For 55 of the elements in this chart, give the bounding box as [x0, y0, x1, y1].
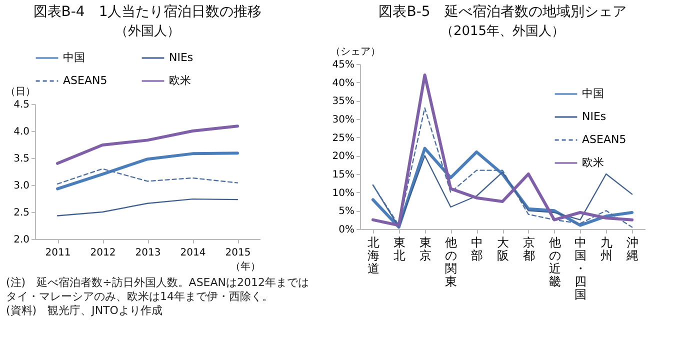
text: (資料) 観光庁、JNTOより作成	[5, 304, 164, 318]
x-tick-label: 九州	[600, 236, 613, 262]
x-tick-label: 東京	[419, 236, 432, 262]
x-tick-label: 中国・四国	[574, 236, 587, 302]
x-tick-label: 他の近畿	[548, 236, 561, 288]
y-tick-label: 3.5	[14, 154, 30, 164]
y-tick-label: 30%	[332, 114, 354, 126]
x-tick-label: 2013	[135, 248, 161, 258]
x-tick-label: 東北	[393, 236, 406, 262]
y-tick-label: 45%	[332, 60, 354, 70]
line-series	[371, 74, 634, 227]
x-tick-label: 2015	[225, 248, 251, 258]
x-tick-label: 沖縄	[626, 236, 639, 262]
legend-label: 欧米	[169, 74, 191, 87]
y-tick-label: 5%	[338, 206, 354, 218]
y-tick-label: 2.5	[14, 208, 30, 218]
x-axis-title: （年）	[230, 260, 260, 272]
y-tick-label: 20%	[332, 151, 354, 162]
y-axis-title: （シェア）	[330, 46, 380, 58]
y-tick-label: 2.0	[14, 234, 30, 246]
legend-label: 中国	[63, 51, 85, 64]
line-series	[372, 107, 633, 228]
y-tick-label: 3.0	[14, 180, 30, 192]
x-tick-label: 京都	[522, 236, 535, 262]
legend-label: 中国	[582, 87, 604, 100]
line-series	[56, 124, 239, 165]
y-tick-label: 4.0	[14, 126, 30, 138]
x-tick-label: 2012	[90, 248, 116, 258]
y-tick-label: 35%	[332, 96, 354, 108]
x-tick-label: 他の関東	[445, 236, 458, 288]
x-tick-label: 大阪	[497, 236, 509, 262]
y-tick-label: 0%	[338, 224, 354, 236]
chart-title: 図表B-4 1人当たり宿泊日数の推移	[33, 4, 262, 20]
line-series	[56, 198, 238, 216]
chart-subtitle: （2015年、外国人）	[440, 24, 565, 39]
x-tick-label: 中部	[471, 236, 484, 262]
y-tick-label: 10%	[332, 188, 354, 199]
legend-label: NIEs	[169, 51, 194, 64]
line-series	[56, 168, 238, 185]
legend-label: NIEs	[582, 110, 606, 123]
y-tick-label: 25%	[332, 132, 354, 144]
chart-title: 図表B-5 延べ宿泊者数の地域別シェア	[378, 4, 626, 20]
y-tick-label: 15%	[332, 170, 354, 180]
legend-label: ASEAN5	[582, 133, 626, 146]
x-tick-label: 2014	[180, 248, 206, 258]
line-series	[56, 152, 239, 190]
chart-subtitle: （外国人）	[115, 24, 180, 39]
x-tick-label: 2011	[45, 248, 71, 258]
x-tick-label: 北海道	[367, 236, 380, 276]
y-tick-label: 40%	[332, 78, 354, 89]
y-axis-title: （日）	[6, 86, 36, 98]
legend-label: ASEAN5	[63, 74, 108, 87]
legend-label: 欧米	[582, 156, 604, 169]
text: (注) 延べ宿泊者数÷訪日外国人数。ASEANは2012年まではタイ・マレーシアのみ、欧米は14年まで伊・西除く。	[5, 276, 310, 304]
y-tick-label: 4.5	[14, 100, 30, 110]
